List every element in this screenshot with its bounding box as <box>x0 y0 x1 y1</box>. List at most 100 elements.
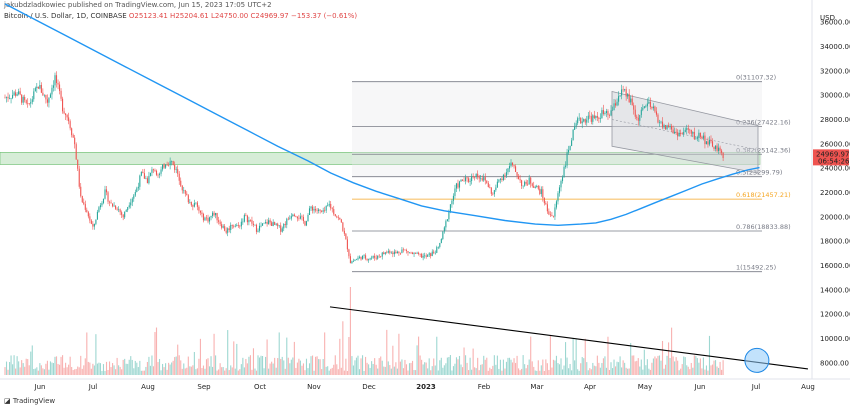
volume-bar <box>422 364 424 375</box>
volume-group <box>4 287 724 375</box>
candle-body <box>202 213 205 221</box>
candle-body <box>528 177 530 185</box>
candle-body <box>621 89 623 96</box>
volume-bar <box>468 370 470 375</box>
volume-bar <box>310 356 312 375</box>
volume-bar <box>333 364 335 375</box>
candle-body <box>313 209 315 211</box>
candle-body <box>602 110 604 114</box>
candle-body <box>63 111 65 114</box>
candle-body <box>661 121 664 128</box>
volume-bar <box>589 368 591 375</box>
volume-bar <box>345 358 347 375</box>
volume-bar <box>254 368 256 375</box>
volume-bar <box>290 359 292 375</box>
candle-body <box>92 223 94 227</box>
candle-body <box>654 106 656 112</box>
candle-body <box>93 223 95 227</box>
volume-bar <box>319 359 321 375</box>
candle-body <box>55 75 58 84</box>
volume-bar <box>511 362 514 375</box>
volume-bar <box>621 367 623 375</box>
candle-body <box>613 103 615 111</box>
volume-bar <box>39 363 41 375</box>
volume-bar <box>622 360 624 375</box>
volume-bar <box>68 364 70 375</box>
volume-bar <box>272 363 274 375</box>
candle-body <box>518 175 520 180</box>
volume-bar <box>584 338 586 375</box>
volume-bar <box>257 355 259 375</box>
candle-body <box>278 225 280 227</box>
volume-bar <box>151 355 153 375</box>
volume-bar <box>263 368 265 375</box>
volume-bar <box>16 356 18 375</box>
volume-bar <box>525 368 527 375</box>
volume-bar <box>389 365 391 375</box>
candle-body <box>436 247 438 253</box>
candle-body <box>639 114 641 121</box>
volume-bar <box>133 368 135 375</box>
candle-body <box>645 106 647 107</box>
candle-body <box>275 223 277 225</box>
candle-body <box>163 164 165 168</box>
candle-body <box>392 252 394 255</box>
candle-body <box>219 221 221 225</box>
candle-body <box>271 222 273 226</box>
candle-body <box>399 252 401 254</box>
publisher-line: jakubdzladkowiec published on TradingVie… <box>4 1 272 9</box>
candle-body <box>293 214 295 217</box>
candle-body <box>418 252 420 254</box>
volume-bar <box>380 356 382 375</box>
volume-bar <box>605 367 608 375</box>
price-tag <box>813 149 849 166</box>
candle-body <box>139 175 141 187</box>
y-tick-label: 34000.00 <box>820 43 850 51</box>
ohlc-values: O25123.41 H25204.61 L24750.00 C24969.97 … <box>128 12 358 20</box>
volume-bar <box>460 364 462 375</box>
volume-bar <box>152 366 155 375</box>
volume-bar <box>212 366 214 375</box>
candle-body <box>22 96 24 103</box>
candle-body <box>699 132 701 137</box>
x-tick-label: Apr <box>584 383 596 391</box>
candle-body <box>652 106 654 109</box>
candle-body <box>58 84 61 91</box>
volume-bar <box>268 368 270 375</box>
candle-body <box>598 117 600 119</box>
candle-body <box>719 147 721 151</box>
candle-body <box>96 211 98 220</box>
volume-bar <box>524 364 526 375</box>
candle-body <box>525 181 527 184</box>
candle-body <box>208 217 211 222</box>
volume-bar <box>168 362 170 375</box>
volume-bar <box>461 367 464 375</box>
volume-bar <box>327 366 329 375</box>
volume-bar <box>287 357 289 375</box>
volume-bar <box>349 287 351 375</box>
candle-body <box>471 176 473 181</box>
volume-bar <box>284 368 286 375</box>
candle-body <box>546 204 548 212</box>
candle-body <box>348 249 350 257</box>
candle-body <box>66 115 68 118</box>
candle-body <box>89 216 91 221</box>
candle-body <box>212 212 214 217</box>
volume-bar <box>458 355 461 375</box>
volume-bar <box>651 362 653 375</box>
volume-bar <box>201 368 203 375</box>
volume-bar <box>505 361 508 375</box>
volume-bar <box>701 368 703 375</box>
candle-body <box>424 255 426 257</box>
volume-bar <box>695 355 697 375</box>
volume-bar <box>187 356 189 375</box>
candle-body <box>140 171 142 176</box>
candle-body <box>375 257 377 259</box>
volume-bar <box>658 355 661 375</box>
candle-body <box>625 89 627 97</box>
candle-body <box>325 205 327 211</box>
volume-bar <box>343 370 345 375</box>
candle-body <box>678 132 680 137</box>
